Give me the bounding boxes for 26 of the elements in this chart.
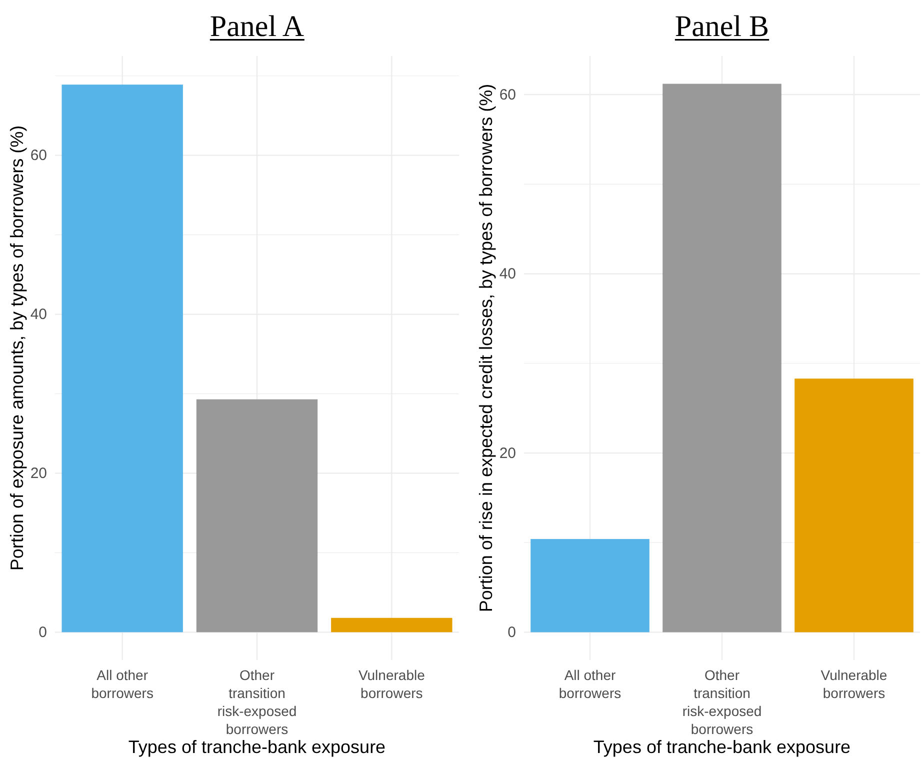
x-tick-label: All other borrowers [91, 667, 154, 701]
x-tick-label: Vulnerable borrowers [358, 667, 426, 701]
x-tick-label: All other borrowers [558, 667, 622, 701]
y-tick-label: 40 [30, 306, 47, 324]
bar [794, 378, 914, 632]
x-tick-label: Vulnerable borrowers [820, 667, 888, 701]
y-axis-title: Portion of exposure amounts, by types of borrowers (%) [7, 125, 27, 571]
x-tick-label: Other transition risk-exposed borrowers [682, 667, 762, 737]
bar [196, 399, 318, 632]
chart-title: Panel B [674, 10, 770, 43]
y-tick-label: 0 [508, 624, 516, 642]
bar [530, 539, 650, 632]
y-tick-label: 60 [499, 86, 516, 104]
bar [662, 84, 782, 632]
bar [331, 618, 452, 632]
y-tick-label: 40 [499, 266, 516, 283]
y-tick-label: 20 [499, 444, 516, 462]
y-tick-label: 20 [30, 465, 47, 482]
x-axis-title: Types of tranche-bank exposure [128, 737, 386, 757]
x-axis-title: Types of tranche-bank exposure [593, 737, 851, 757]
bar [62, 84, 183, 632]
chart-title: Panel A [210, 10, 304, 43]
y-axis-title: Portion of rise in expected credit losses, by types of borrowers (%) [476, 84, 496, 612]
x-tick-label: Other transition risk-exposed borrowers [217, 667, 297, 737]
y-tick-label: 60 [30, 147, 47, 164]
y-tick-label: 0 [38, 624, 47, 641]
